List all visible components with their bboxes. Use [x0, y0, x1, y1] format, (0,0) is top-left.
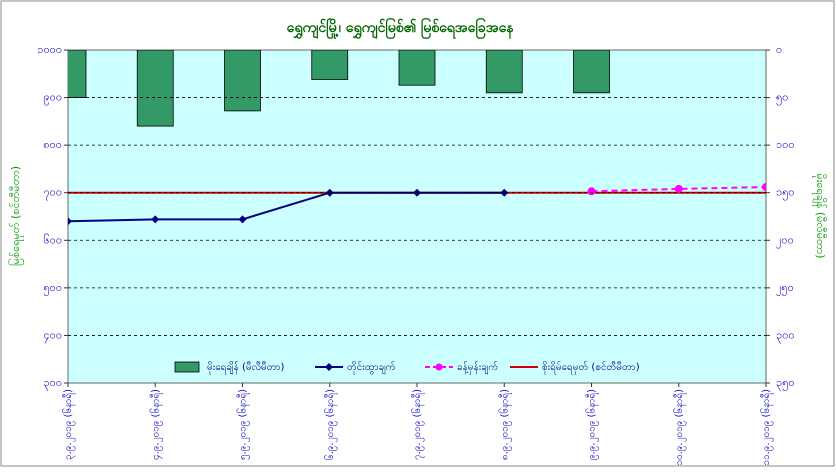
y-axis-label: မြစ်ရေမှတ် (စင်တီမီတာ) — [8, 166, 24, 266]
point — [674, 184, 683, 193]
plot-content — [68, 50, 766, 226]
y2-tick-label: ၃၅၀ — [776, 376, 795, 391]
y-tick-label: ၁၀၀၀ — [37, 43, 62, 56]
point — [238, 215, 247, 224]
legend-label: တိုင်းထွာချက် — [347, 360, 396, 375]
point — [587, 187, 596, 196]
legend-marker — [325, 363, 333, 371]
x-tick-label: ၅.၉.၂၀၁၉ (၆နာရီ) — [236, 389, 251, 460]
bar — [573, 50, 610, 94]
y-tick-label: ၅၀၀ — [43, 281, 62, 296]
y2-tick-label: ၁၅၀ — [776, 186, 795, 201]
chart-title: ရွှေကျင်မြို့၊ ရွှေကျင်မြစ်၏ မြစ်ရေအခြေအ… — [287, 18, 515, 39]
plot-area — [67, 49, 767, 384]
legend-label: ခန့်မှန်းချက် — [457, 360, 498, 375]
legend-swatch — [174, 361, 200, 373]
y2-tick-label: ၅၀ — [776, 91, 788, 106]
bar — [485, 50, 523, 94]
bar — [68, 50, 87, 98]
point — [500, 188, 509, 197]
y-tick-label: ၄၀၀ — [43, 328, 62, 343]
y2-tick-label: ၂၀၀ — [776, 233, 794, 248]
point — [68, 217, 72, 226]
y2-axis-label: မိုးရေချိန် (မီလီမီတာ) — [812, 173, 827, 258]
y-tick-label: ၈၀၀ — [43, 138, 62, 151]
point — [325, 188, 334, 197]
bar — [398, 50, 436, 86]
x-tick-label: ၄.၉.၂၀၁၉ (၆နာရီ) — [148, 389, 163, 460]
legend-label: စိုးရိမ်ရေမှတ် (စင်တီမီတာ) — [542, 360, 640, 375]
x-tick-label: ၉.၉.၂၀၁၉ (၆နာရီ) — [585, 389, 600, 460]
bar — [224, 50, 261, 112]
series-line — [68, 191, 505, 223]
legend-marker — [435, 363, 443, 371]
bar — [136, 50, 174, 127]
y-tick-label: ၆၀၀ — [43, 233, 62, 246]
y2-tick-label: ၀ — [776, 43, 782, 56]
y-tick-label: ၉၀၀ — [43, 91, 62, 106]
y2-tick-label: ၁၀၀ — [776, 138, 795, 151]
x-tick-label: ၇.၉.၂၀၁၉ (၆နာရီ) — [410, 389, 425, 460]
bar — [311, 50, 349, 80]
x-tick-label: ၆.၉.၂၀၁၉ (၆နာရီ) — [323, 389, 338, 460]
point — [762, 183, 766, 192]
legend-label: မိုးရေချိန် (မီလီမီတာ) — [207, 360, 285, 375]
y2-tick-label: ၂၅၀ — [776, 281, 794, 296]
y2-tick-label: ၃၀၀ — [776, 328, 795, 343]
x-tick-label: ၈.၉.၂၀၁၉ (၆နာရီ) — [497, 389, 512, 460]
x-tick-label: ၁၁.၉.၂၀၁၉ (၆နာရီ) — [759, 389, 774, 466]
x-tick-label: ၁၀.၉.၂၀၁၉ (၆နာရီ) — [672, 389, 687, 466]
y-tick-label: ၇၀၀ — [43, 186, 62, 201]
y-tick-label: ၃၀၀ — [43, 376, 62, 391]
x-tick-label: ၃.၉.၂၀၁၉ (၆နာရီ) — [61, 389, 76, 460]
point — [151, 215, 160, 224]
series-line — [591, 186, 766, 193]
